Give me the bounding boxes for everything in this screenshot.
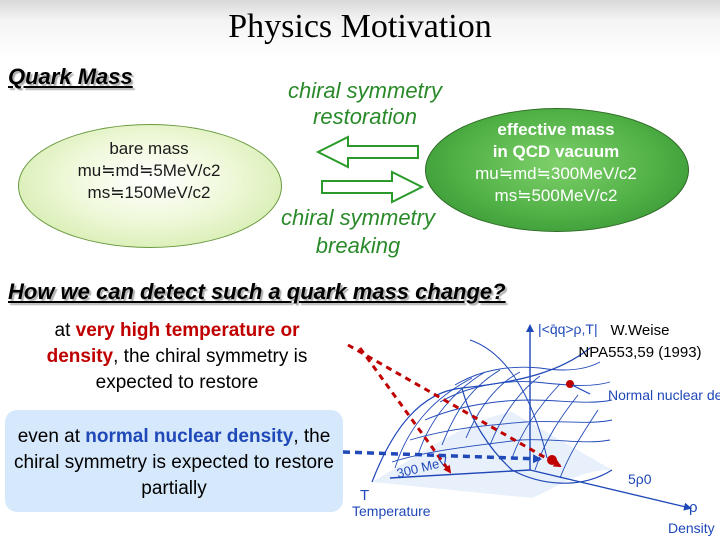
quark-mass-heading: Quark Mass <box>8 64 133 89</box>
bare-mass-text: bare mass mu≒md≒5MeV/c2 ms≒150MeV/c2 <box>18 138 280 204</box>
normal-density-pointer <box>571 384 591 395</box>
title-bar <box>0 0 720 58</box>
surface-front-curve <box>371 347 591 483</box>
p1-highlight1: very high temperature or <box>75 320 300 341</box>
effective-mass-s: ms≒500MeV/c2 <box>494 186 618 205</box>
reference-citation: NPA553,59 (1993) <box>578 344 702 361</box>
effective-mass-text: effective mass in QCD vacuum mu≒md≒300Me… <box>425 119 687 207</box>
rho-axis <box>529 469 692 511</box>
normal-density-label: Normal nuclear density <box>608 387 720 403</box>
t-axis-symbol: T <box>360 487 369 504</box>
bare-mass-ellipse <box>18 124 282 248</box>
breaking-label: chiral symmetry breaking <box>280 205 435 258</box>
rho-axis-symbol: ρ <box>689 499 698 516</box>
p2-pre: even at <box>17 426 86 447</box>
bare-mass-ud: mu≒md≒5MeV/c2 <box>77 161 221 180</box>
surface-shade <box>372 412 612 498</box>
normal-density-box <box>5 410 343 512</box>
p2-highlight: normal nuclear density <box>85 426 294 447</box>
question-heading: How we can detect such a quark mass chan… <box>8 279 506 304</box>
rho-axis-label: Density <box>668 520 715 536</box>
effective-mass-ud: mu≒md≒300MeV/c2 <box>475 164 637 183</box>
reference: W.Weise NPA553,59 (1993) <box>560 320 720 364</box>
p1-pre: at <box>54 320 76 341</box>
effective-mass-subtitle: in QCD vacuum <box>492 142 620 161</box>
red-arrow-lower <box>358 347 452 474</box>
blue-arrow <box>342 450 542 464</box>
t-axis <box>389 469 531 479</box>
p1-highlight2: density <box>46 346 114 367</box>
p1-post: , the chiral symmetry is expected to res… <box>95 346 308 393</box>
red-arrow-upper <box>347 343 562 468</box>
restoration-arrow-icon <box>315 135 419 169</box>
effective-mass-title: effective mass <box>497 120 615 139</box>
breaking-arrow-icon <box>321 170 425 204</box>
effective-mass-ellipse <box>425 108 689 232</box>
p2-post: , the chiral symmetry is expected to res… <box>14 426 334 499</box>
condensate-plot: |<q̄q>ρ,T| T Temperature ρ Density 300 M… <box>352 321 720 536</box>
paragraph-high-temperature: at very high temperature or density, the … <box>8 318 346 396</box>
restoration-label: chiral symmetry restoration <box>287 78 442 129</box>
t-axis-label: Temperature <box>352 503 431 519</box>
page-title: Physics Motivation <box>228 8 492 45</box>
bare-mass-title: bare mass <box>109 139 189 158</box>
bare-mass-s: ms≒150MeV/c2 <box>87 183 211 202</box>
vacuum-point-icon <box>566 380 574 388</box>
paragraph-normal-density: even at normal nuclear density, the chir… <box>5 424 343 502</box>
z-axis-label: |<q̄q>ρ,T| <box>538 321 598 337</box>
reference-author: W.Weise <box>610 322 670 339</box>
rho-tick: 5ρ0 <box>628 471 652 487</box>
